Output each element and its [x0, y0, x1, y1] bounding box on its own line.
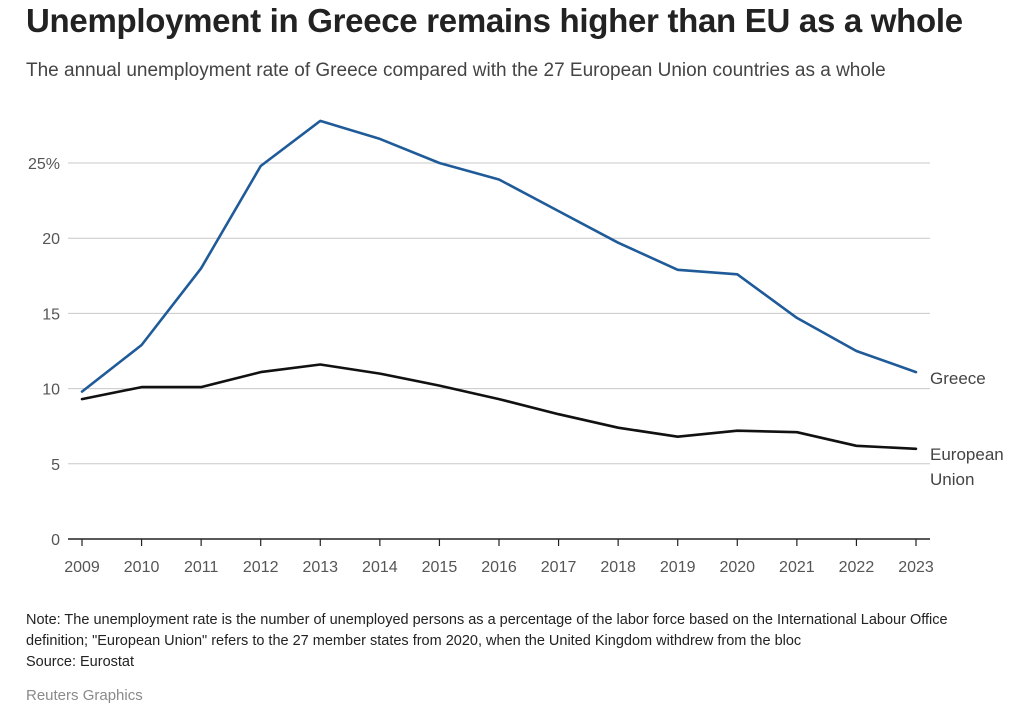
chart-title: Unemployment in Greece remains higher th…: [26, 2, 963, 39]
series-label-european-union-1: Union: [930, 470, 974, 489]
chart-source: Source: Eurostat: [26, 654, 134, 670]
x-tick-label-2020: 2020: [719, 559, 755, 576]
chart-note: Note: The unemployment rate is the numbe…: [26, 612, 948, 649]
x-tick-label-2017: 2017: [541, 559, 577, 576]
line-chart: 0 5 10 15 20 25% 2009 2010 2011 2012 2013 2014 2015 2…: [28, 119, 1004, 576]
x-tick-label-2014: 2014: [362, 559, 398, 576]
series-label-european-union-0: European: [930, 445, 1004, 464]
x-tick-label-2012: 2012: [243, 559, 279, 576]
x-tick-label-2010: 2010: [124, 559, 160, 576]
y-tick-label-15: 15: [42, 306, 60, 323]
y-tick-label-20: 20: [42, 231, 60, 248]
x-tick-label-2015: 2015: [422, 559, 458, 576]
x-tick-label-2016: 2016: [481, 559, 517, 576]
y-tick-label-0: 0: [51, 532, 60, 549]
x-tick-label-2021: 2021: [779, 559, 815, 576]
x-tick-label-2009: 2009: [64, 559, 100, 576]
x-tick-label-2019: 2019: [660, 559, 696, 576]
x-tick-label-2022: 2022: [839, 559, 875, 576]
y-tick-label-25: 25%: [28, 156, 60, 173]
x-tick-label-2023: 2023: [898, 559, 934, 576]
series-line-greece: [80, 119, 918, 393]
series-label-greece-0: Greece: [930, 369, 986, 388]
series-line-european-union: [80, 363, 918, 451]
chart-subtitle: The annual unemployment rate of Greece c…: [26, 60, 886, 81]
x-tick-label-2011: 2011: [184, 559, 219, 576]
y-tick-label-10: 10: [42, 382, 60, 399]
x-tick-label-2018: 2018: [600, 559, 636, 576]
chart-credit: Reuters Graphics: [26, 687, 143, 704]
x-tick-label-2013: 2013: [302, 559, 338, 576]
y-tick-label-5: 5: [51, 457, 60, 474]
